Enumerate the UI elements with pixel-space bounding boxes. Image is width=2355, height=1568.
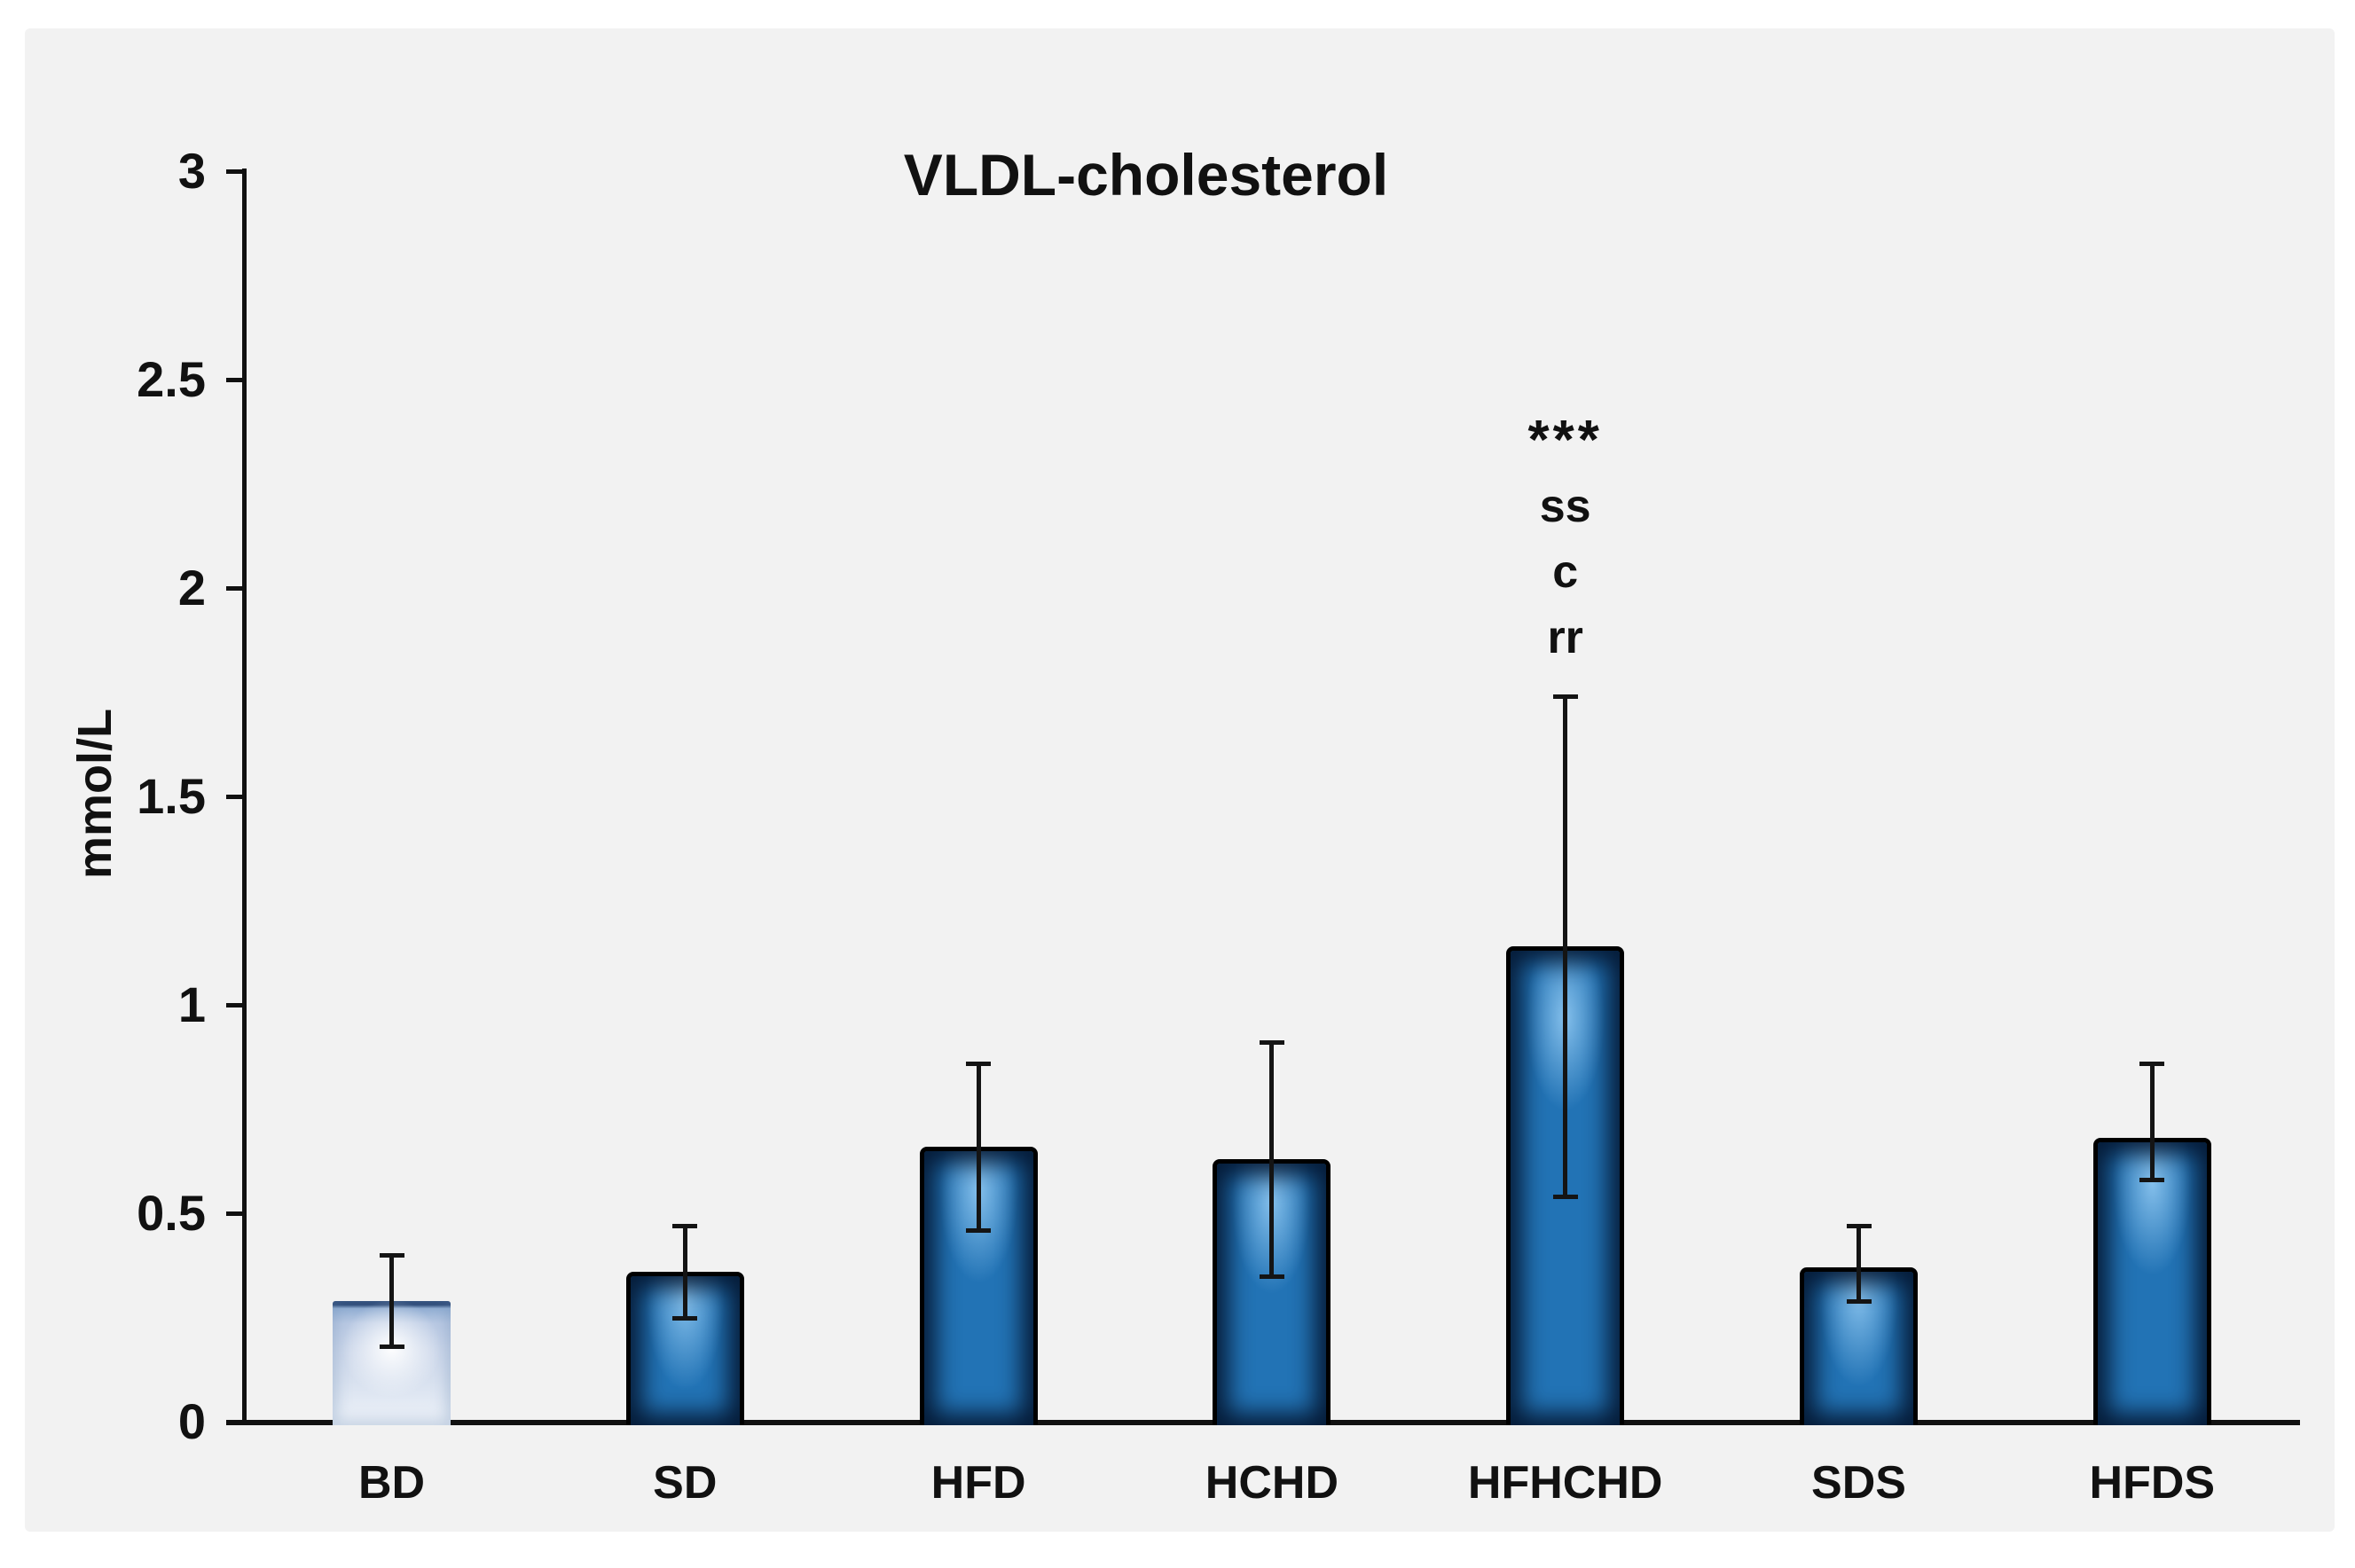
y-tick-2 xyxy=(226,586,244,591)
error-bar-top-cap-SD xyxy=(672,1224,698,1229)
y-tick-label-0.5: 0.5 xyxy=(137,1185,206,1241)
y-tick-label-2: 2 xyxy=(177,560,206,615)
error-bar-bottom-cap-HCHD xyxy=(1259,1274,1284,1279)
annotation-line-2: ss xyxy=(1539,481,1591,532)
y-tick-label-0: 0 xyxy=(177,1393,206,1449)
x-label-HCHD: HCHD xyxy=(1205,1457,1338,1509)
error-bar-HFDS xyxy=(2149,1062,2155,1180)
error-bar-bottom-cap-SD xyxy=(672,1315,698,1321)
y-axis-line xyxy=(242,169,247,1423)
y-tick-3 xyxy=(226,169,244,174)
error-bar-SD xyxy=(682,1226,687,1318)
y-tick-1.5 xyxy=(226,795,244,799)
annotation-line-4: rr xyxy=(1547,612,1583,663)
error-bar-bottom-cap-BD xyxy=(379,1345,404,1350)
error-bar-top-cap-HFD xyxy=(966,1061,992,1066)
error-bar-BD xyxy=(389,1255,394,1347)
x-label-SD: SD xyxy=(653,1457,718,1509)
x-label-HFDS: HFDS xyxy=(2089,1457,2216,1509)
error-bar-HFD xyxy=(976,1062,981,1230)
annotation-line-3: c xyxy=(1552,546,1579,598)
error-bar-SDS xyxy=(1857,1226,1861,1301)
x-label-SDS: SDS xyxy=(1811,1457,1906,1509)
annotation-line-1: *** xyxy=(1527,410,1603,471)
chart-title: VLDL-cholesterol xyxy=(903,142,1389,208)
y-tick-label-1: 1 xyxy=(177,976,206,1032)
x-label-HFHCHD: HFHCHD xyxy=(1467,1457,1663,1509)
bar-HFDS xyxy=(2092,1138,2211,1425)
x-label-BD: BD xyxy=(357,1457,426,1509)
error-bar-top-cap-HFHCHD xyxy=(1552,694,1578,700)
error-bar-bottom-cap-SDS xyxy=(1846,1298,1872,1304)
y-tick-0.5 xyxy=(226,1211,244,1216)
significance-annotation-HFHCHD: *** ss c rr xyxy=(1527,408,1602,670)
x-label-HFD: HFD xyxy=(930,1457,1026,1509)
error-bar-bottom-cap-HFDS xyxy=(2139,1178,2165,1183)
error-bar-top-cap-SDS xyxy=(1846,1224,1872,1229)
y-tick-label-2.5: 2.5 xyxy=(137,351,206,407)
bar-BD xyxy=(333,1300,451,1425)
y-tick-2.5 xyxy=(226,378,244,382)
y-tick-label-3: 3 xyxy=(177,143,206,199)
error-bar-top-cap-HCHD xyxy=(1259,1040,1284,1046)
y-tick-label-1.5: 1.5 xyxy=(137,768,206,824)
error-bar-top-cap-BD xyxy=(379,1253,404,1258)
error-bar-HFHCHD xyxy=(1563,696,1568,1197)
y-tick-1 xyxy=(226,1003,244,1007)
error-bar-bottom-cap-HFHCHD xyxy=(1552,1195,1578,1200)
error-bar-top-cap-HFDS xyxy=(2139,1061,2165,1066)
chart-panel xyxy=(25,28,2335,1532)
error-bar-bottom-cap-HFD xyxy=(966,1227,992,1233)
error-bar-HCHD xyxy=(1269,1042,1275,1276)
